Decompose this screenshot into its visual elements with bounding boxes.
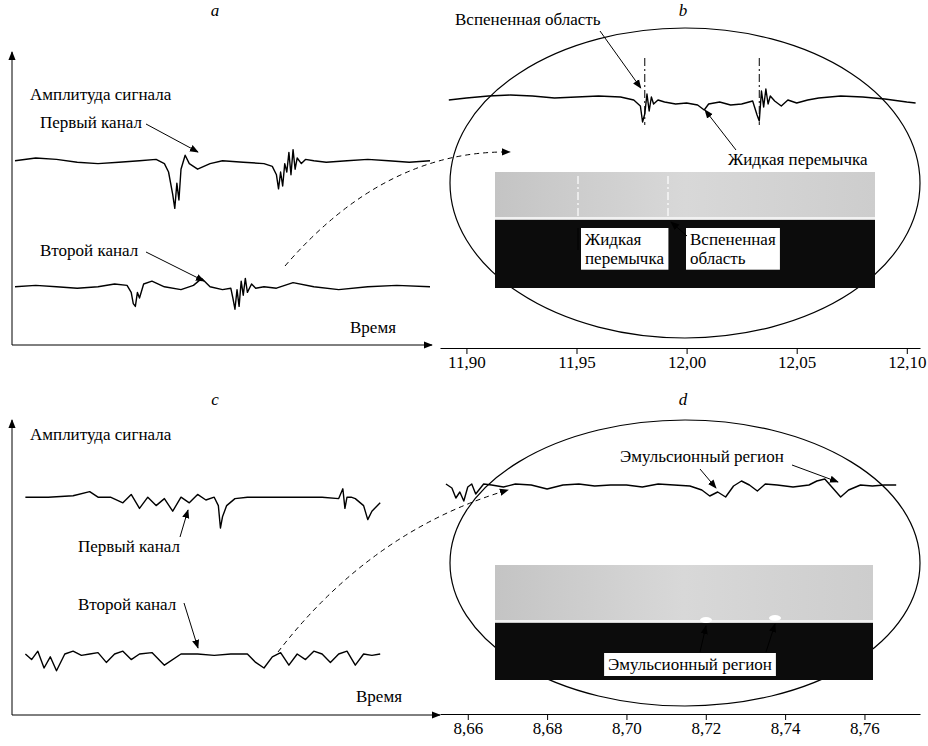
photo-label: Эмульсионный регион (608, 655, 772, 674)
tick-label: 8,74 (771, 719, 801, 738)
plot-area (25, 489, 380, 671)
panel: b 11,90 11,95 12,00 12,05 12,10 Вспененная обл… (441, 1, 927, 372)
zoom-ellipse (450, 420, 920, 706)
photo-marker (577, 176, 578, 218)
tick: 11,90 (448, 348, 486, 372)
panel: c Амплитуда сигнала Время Первый канал Второ… (12, 390, 440, 715)
annotation: Жидкая перемычка (728, 150, 868, 169)
axis-line (441, 348, 921, 349)
connectors (278, 152, 510, 652)
foam-marker (759, 58, 760, 125)
x-axis-title: Время (356, 687, 402, 706)
plot-area (15, 150, 430, 310)
annotation: Эмульсионный регион (620, 447, 784, 466)
panel-letter: b (679, 1, 688, 20)
panel-letter: c (211, 390, 219, 409)
annotation: Вспененная область (455, 10, 601, 29)
x-axis: 8,66 8,68 8,70 8,72 8,74 8,76 (441, 714, 921, 738)
tick-label: 8,72 (691, 719, 721, 738)
photo-label: Жидкаяперемычка (585, 230, 664, 268)
panel: d 8,66 8,68 8,70 8,72 8,74 8,76 Эмульсионный ре… (441, 390, 921, 738)
y-axis (12, 52, 13, 345)
panel-letter: d (679, 390, 688, 409)
foam-marker (644, 58, 645, 125)
channel-label: Второй канал (78, 595, 177, 614)
tick-label: 12,10 (888, 353, 926, 372)
tick: 8,72 (691, 714, 721, 738)
tick-label: 11,95 (558, 353, 596, 372)
photo (495, 565, 873, 680)
tick: 11,95 (558, 348, 596, 372)
photo-background (495, 220, 875, 288)
y-axis-title: Амплитуда сигнала (30, 425, 172, 444)
panel: a Амплитуда сигнала Время Первый канал Второ… (12, 1, 432, 345)
x-axis (12, 345, 432, 346)
tick: 12,05 (778, 348, 816, 372)
photo-marker (667, 176, 668, 218)
photo-wall (495, 620, 873, 622)
panel-letter: a (211, 1, 220, 20)
photo-background (495, 623, 873, 680)
signal-line (446, 479, 896, 501)
x-axis: 11,90 11,95 12,00 12,05 12,10 (441, 348, 927, 372)
tick-label: 8,68 (533, 719, 563, 738)
label-arrow (180, 510, 188, 537)
tick: 8,74 (771, 714, 801, 738)
arrow (671, 222, 687, 236)
arrow (700, 469, 716, 488)
tick: 8,68 (533, 714, 563, 738)
y-axis (12, 420, 13, 715)
zoom-arrow (278, 490, 508, 652)
channel-label: Первый канал (78, 537, 180, 556)
tick-label: 11,90 (448, 353, 486, 372)
axis-line (441, 714, 921, 715)
photo-spot (700, 617, 712, 623)
label-arrow (184, 603, 198, 648)
x-axis (12, 715, 440, 716)
label-arrow (146, 124, 198, 152)
photo-channel (495, 565, 873, 623)
channel-label: Первый канал (40, 113, 142, 132)
signal-line (25, 489, 380, 528)
tick: 8,76 (850, 714, 880, 738)
arrow (766, 624, 775, 652)
photo-wall (495, 217, 875, 219)
arrow (705, 110, 736, 150)
figure-svg: a Амплитуда сигнала Время Первый канал Второ… (0, 0, 928, 746)
figure: a Амплитуда сигнала Время Первый канал Второ… (0, 0, 928, 746)
tick-label: 8,76 (850, 719, 880, 738)
label-arrow (146, 252, 204, 281)
zoom-arrow (285, 152, 510, 266)
plot-area (446, 479, 896, 501)
tick: 8,70 (612, 714, 642, 738)
x-axis-title: Время (350, 318, 396, 337)
label-patch (581, 228, 668, 270)
signal-line (15, 150, 430, 209)
photo-spot (769, 615, 781, 621)
photo-label: Вспененнаяобласть (690, 230, 776, 268)
arrow (600, 31, 641, 88)
tick-label: 8,70 (612, 719, 642, 738)
photo-channel (495, 172, 875, 220)
label-patch (604, 653, 776, 676)
signal-line (449, 89, 916, 122)
label-patch (686, 228, 780, 270)
plot-area (449, 58, 916, 125)
y-axis-title: Амплитуда сигнала (30, 85, 172, 104)
tick: 12,10 (888, 348, 926, 372)
photo-marker (578, 228, 579, 250)
tick-label: 12,05 (778, 353, 816, 372)
tick: 8,66 (453, 714, 483, 738)
arrow (700, 626, 706, 652)
zoom-ellipse (450, 28, 920, 338)
signal-line (25, 651, 380, 671)
photo (495, 172, 875, 288)
tick: 12,00 (668, 348, 706, 372)
tick-label: 12,00 (668, 353, 706, 372)
channel-label: Второй канал (40, 241, 139, 260)
tick-label: 8,66 (453, 719, 483, 738)
arrow (792, 465, 838, 482)
signal-line (15, 278, 430, 309)
